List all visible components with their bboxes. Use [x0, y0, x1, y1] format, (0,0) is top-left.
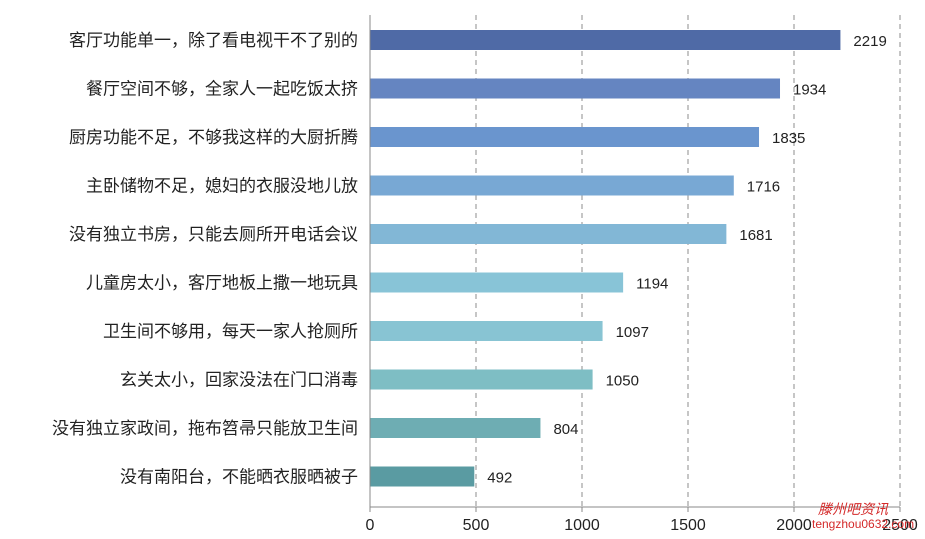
category-label: 玄关太小，回家没法在门口消毒: [120, 371, 358, 391]
watermark: 滕州吧资讯 tengzhou0632.com: [812, 502, 914, 531]
category-label: 厨房功能不足，不够我这样的大厨折腾: [69, 128, 358, 148]
x-tick-label: 1500: [670, 517, 706, 534]
data-label: 492: [487, 470, 512, 487]
category-label: 卫生间不够用，每天一家人抢厕所: [103, 322, 358, 342]
category-label: 没有独立书房，只能去厕所开电话会议: [69, 225, 358, 245]
bar: [370, 175, 734, 196]
x-axis-ticks: 0 500 1000 1500 2000 2500: [366, 507, 918, 534]
data-label: 1681: [739, 227, 772, 244]
bar: [370, 224, 727, 244]
bar: [370, 369, 593, 390]
category-labels: 客厅功能单一，除了看电视干不了别的餐厅空间不够，全家人一起吃饭太挤厨房功能不足，…: [52, 31, 358, 488]
x-tick-label: 2500: [882, 517, 918, 534]
x-tick-label: 0: [366, 517, 375, 534]
watermark-name: 滕州吧资讯: [818, 502, 889, 518]
data-label: 1716: [747, 179, 780, 196]
bar: [370, 30, 841, 50]
bar: [370, 78, 781, 99]
category-label: 客厅功能单一，除了看电视干不了别的: [69, 31, 358, 51]
data-label: 1050: [606, 373, 639, 390]
watermark-url: tengzhou0632.com: [812, 517, 914, 531]
category-label: 餐厅空间不够，全家人一起吃饭太挤: [86, 80, 358, 100]
x-tick-label: 1000: [564, 517, 600, 534]
bars: [370, 30, 841, 487]
data-label: 804: [553, 421, 578, 438]
bar: [370, 127, 760, 147]
bar: [370, 418, 541, 438]
data-labels: 2219 1934 1835 1716 1681 1194 1097 1050 804 492: [487, 33, 886, 487]
bar: [370, 272, 624, 293]
category-label: 主卧储物不足，媳妇的衣服没地儿放: [86, 177, 358, 197]
data-label: 1835: [772, 130, 805, 147]
data-label: 1097: [616, 324, 649, 341]
category-label: 儿童房太小，客厅地板上撒一地玩具: [86, 274, 358, 294]
x-tick-label: 2000: [776, 517, 812, 534]
category-label: 没有独立家政间，拖布笤帚只能放卫生间: [52, 419, 358, 439]
bar: [370, 466, 475, 487]
data-label: 1934: [793, 82, 826, 99]
data-label: 2219: [853, 33, 886, 50]
x-tick-label: 500: [463, 517, 490, 534]
category-label: 没有南阳台，不能晒衣服晒被子: [120, 468, 358, 488]
bar: [370, 321, 603, 341]
data-label: 1194: [636, 276, 668, 293]
